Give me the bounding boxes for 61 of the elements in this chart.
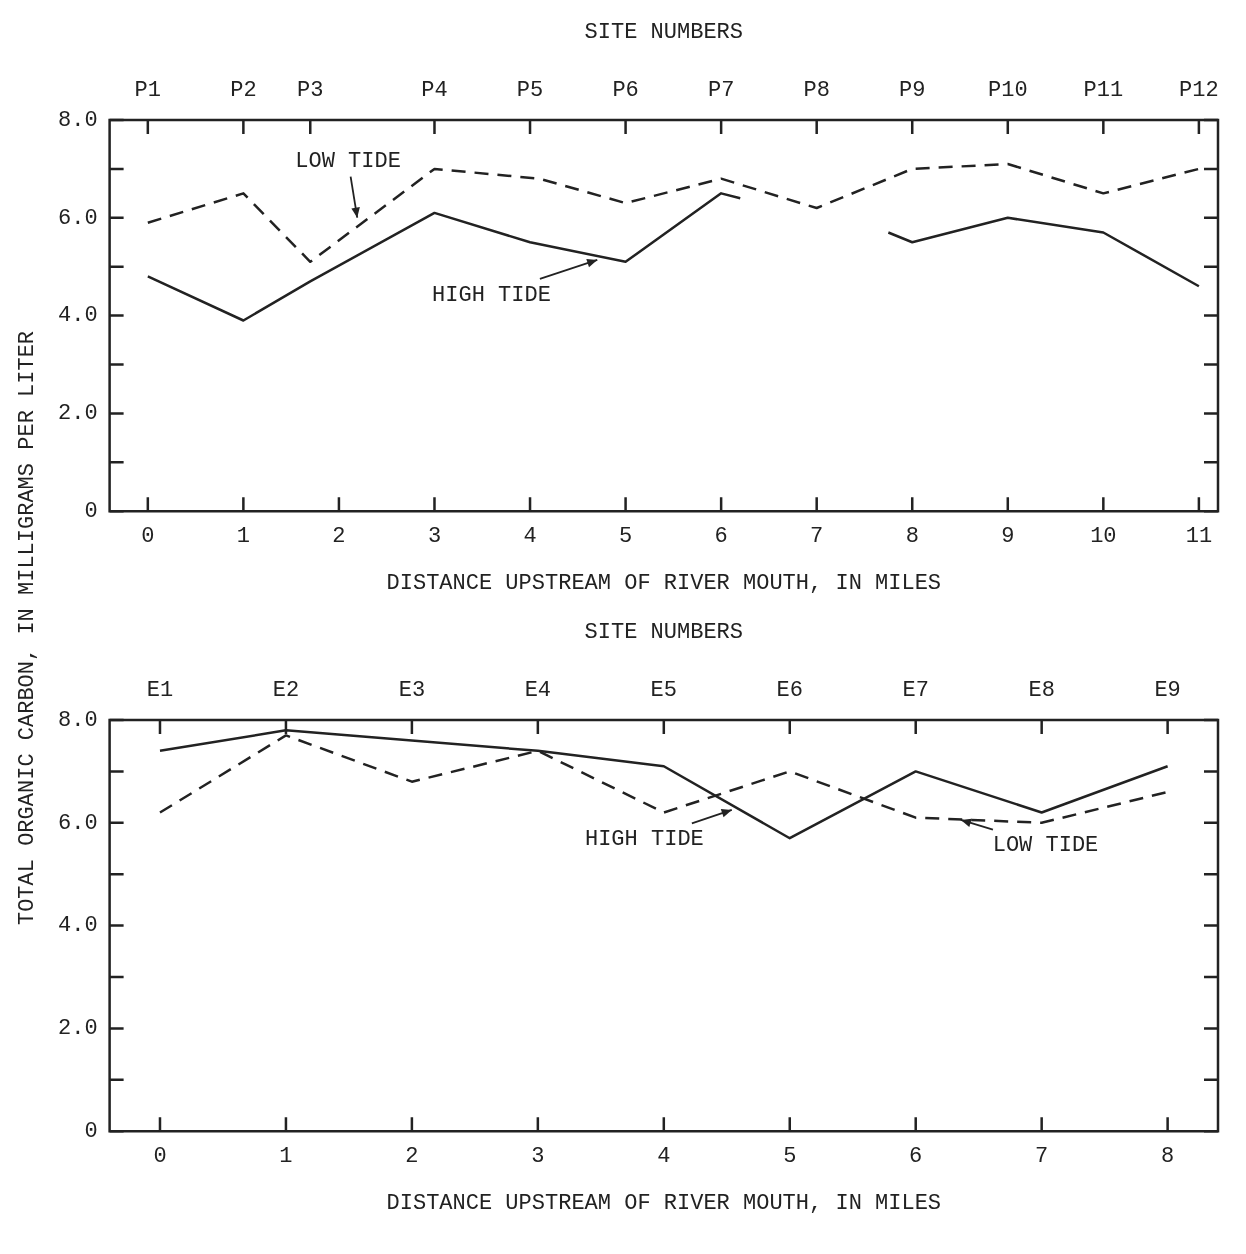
annotation: P10 [987,77,1028,103]
x-tick-label: 11 [1185,524,1213,550]
x-tick-label: 6 [909,1144,923,1170]
x-tick-label: 8 [905,524,919,550]
x-tick-label: 0 [141,524,155,550]
x-tick-label: 0 [153,1144,167,1170]
x-tick-label: 1 [236,524,250,550]
annotation: E8 [1028,677,1055,703]
x-tick-label: 2 [405,1144,419,1170]
annotation: E4 [524,677,552,703]
annotation: E6 [776,677,803,703]
x-tick-label: 9 [1001,524,1015,550]
y-tick-label: 8.0 [58,707,98,733]
annotation: P7 [707,77,735,103]
annotation: P2 [230,77,257,103]
text: SITE NUMBERS [584,619,744,645]
annotation: LOW TIDE [295,148,401,174]
y-tick-label: 4.0 [58,303,98,329]
y-tick-label: 2.0 [58,401,98,427]
annotation: E1 [146,677,174,703]
x-tick-label: 6 [714,524,728,550]
y-tick-label: 6.0 [58,810,98,836]
annotation: P1 [134,77,162,103]
annotation: P3 [297,77,324,103]
annotation: HIGH TIDE [584,827,704,853]
x-tick-label: 8 [1161,1144,1175,1170]
x-tick-label: 7 [1035,1144,1049,1170]
text: SITE NUMBERS [584,19,744,45]
y-axis-title: TOTAL ORGANIC CARBON, IN MILLIGRAMS PER LITER [14,330,40,926]
x-tick-label: 10 [1090,524,1117,550]
y-tick-label: 6.0 [58,205,98,231]
x-tick-label: 4 [523,524,537,550]
x-tick-label: 7 [810,524,824,550]
annotation: E9 [1154,677,1181,703]
x-tick-label: 4 [657,1144,671,1170]
annotation: LOW TIDE [992,833,1099,859]
annotation: P9 [899,77,926,103]
y-tick-label: 0 [84,499,98,525]
annotation: E3 [398,677,426,703]
x-axis-title: DISTANCE UPSTREAM OF RIVER MOUTH, IN MILES [386,1190,942,1216]
x-tick-label: 5 [618,524,633,550]
x-tick-label: 2 [332,524,346,550]
annotation: E7 [902,677,929,703]
x-tick-label: 3 [531,1144,545,1170]
annotation: E5 [650,677,678,703]
annotation: P6 [612,77,639,103]
y-tick-label: 8.0 [58,107,98,133]
annotation: P8 [803,77,830,103]
x-tick-label: 1 [279,1144,293,1170]
annotation: P5 [516,77,544,103]
annotation: P11 [1083,77,1124,103]
x-axis-title: DISTANCE UPSTREAM OF RIVER MOUTH, IN MILES [386,570,942,596]
y-tick-label: 0 [84,1119,98,1145]
y-tick-label: 4.0 [58,913,98,939]
annotation: HIGH TIDE [432,282,551,308]
x-tick-label: 3 [427,524,442,550]
y-tick-label: 2.0 [58,1016,98,1042]
annotation: P4 [421,77,448,103]
annotation: P12 [1179,77,1219,103]
annotation: E2 [272,677,300,703]
x-tick-label: 5 [783,1144,797,1170]
